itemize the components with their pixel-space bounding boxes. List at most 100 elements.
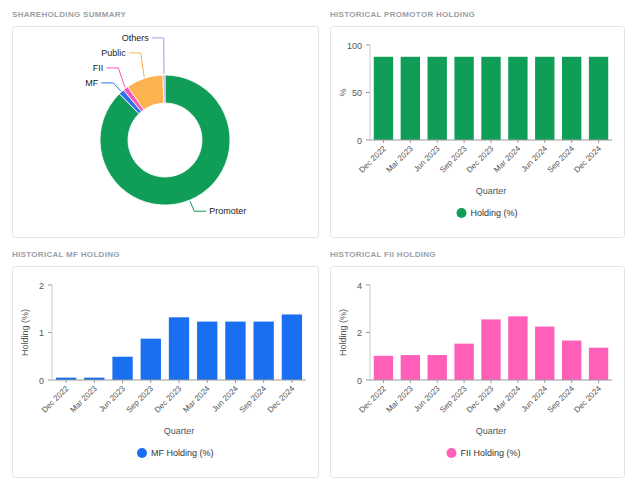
y-tick-label: 1 (39, 328, 44, 338)
y-tick (366, 92, 370, 93)
x-tick (66, 380, 67, 383)
x-tick-label: Sep 2023 (438, 144, 469, 175)
legend-label: MF Holding (%) (151, 448, 214, 458)
x-axis-label: Quarter (476, 186, 507, 196)
panel-frame (331, 267, 625, 478)
x-tick-label: Dec 2024 (266, 384, 297, 415)
y-tick-label: 0 (357, 136, 362, 146)
bar (374, 57, 393, 140)
x-tick (437, 140, 438, 143)
y-tick (366, 332, 370, 333)
x-tick-label: Dec 2023 (465, 144, 496, 175)
y-axis (52, 285, 53, 380)
slice (100, 75, 230, 205)
slice-label: Public (101, 48, 126, 58)
bar (589, 57, 608, 140)
canvas: SHAREHOLDING SUMMARY Promoter MF FII Public O… (0, 0, 635, 499)
x-tick (491, 380, 492, 383)
y-tick (366, 380, 370, 381)
x-tick-label: Dec 2022 (357, 384, 388, 415)
bar (562, 57, 581, 140)
x-tick (598, 380, 599, 383)
leader-line (129, 53, 144, 77)
panel-frame (13, 267, 319, 478)
y-tick-label: 4 (357, 281, 362, 291)
legend-swatch (447, 448, 457, 458)
x-tick (517, 140, 518, 143)
leader-line (190, 201, 206, 211)
x-tick-label: Jun 2023 (97, 384, 127, 414)
bar (428, 355, 447, 380)
y-tick (366, 140, 370, 141)
y-tick-label: 2 (357, 328, 362, 338)
bar (112, 357, 132, 380)
x-tick (179, 380, 180, 383)
y-tick-label: 0 (357, 376, 362, 386)
bar (508, 57, 527, 140)
x-tick (94, 380, 95, 383)
bar (454, 57, 473, 140)
x-tick-label: Mar 2024 (492, 384, 523, 415)
bar (282, 314, 302, 380)
x-tick (383, 380, 384, 383)
y-tick (366, 285, 370, 286)
x-tick-label: Dec 2024 (572, 144, 603, 175)
x-tick-label: Sep 2023 (438, 384, 469, 415)
legend-label: Holding (%) (471, 208, 518, 218)
x-tick-label: Dec 2023 (153, 384, 184, 415)
x-tick-label: Sep 2024 (545, 144, 576, 175)
bars (56, 314, 302, 380)
panel-title: SHAREHOLDING SUMMARY (12, 10, 127, 19)
legend-swatch (457, 208, 467, 218)
y-axis-label: Holding (%) (20, 309, 30, 356)
leader-line (101, 83, 120, 91)
x-tick (464, 380, 465, 383)
slice (163, 75, 165, 103)
y-tick-label: 0 (39, 376, 44, 386)
x-tick (150, 380, 151, 383)
x-tick (544, 140, 545, 143)
panel-title: HISTORICAL MF HOLDING (12, 250, 120, 259)
bar (401, 355, 420, 380)
x-axis-label: Quarter (476, 426, 507, 436)
bar (562, 341, 581, 380)
x-tick-label: Mar 2023 (384, 144, 415, 175)
bars (374, 57, 608, 140)
donut (100, 75, 230, 205)
x-tick-label: Sep 2024 (237, 384, 268, 415)
bar (169, 317, 189, 380)
slice-label: FII (93, 63, 104, 73)
bar (374, 356, 393, 380)
x-tick-label: Mar 2023 (384, 384, 415, 415)
slice-label: Others (122, 33, 150, 43)
bar (225, 322, 245, 380)
x-tick (517, 380, 518, 383)
y-tick-label: 2 (39, 281, 44, 291)
x-tick-label: Mar 2024 (181, 384, 212, 415)
x-tick (491, 140, 492, 143)
x-tick (263, 380, 264, 383)
x-tick (598, 140, 599, 143)
x-tick (571, 380, 572, 383)
bar (454, 344, 473, 380)
x-tick (383, 140, 384, 143)
x-tick (235, 380, 236, 383)
bar (589, 348, 608, 380)
x-tick (410, 380, 411, 383)
slice-label: Promoter (209, 206, 246, 216)
y-axis-label: Holding (%) (338, 309, 348, 356)
x-tick-label: Mar 2023 (68, 384, 99, 415)
bar (535, 327, 554, 380)
x-tick (464, 140, 465, 143)
x-tick (207, 380, 208, 383)
slice-label: MF (85, 78, 98, 88)
bar (141, 339, 161, 380)
y-tick (48, 380, 52, 381)
x-tick (410, 140, 411, 143)
x-tick-label: Dec 2022 (357, 144, 388, 175)
y-axis (370, 45, 371, 140)
leader-line (106, 68, 125, 88)
y-axis (370, 285, 371, 380)
bar (428, 57, 447, 140)
panel-frame (13, 27, 319, 238)
